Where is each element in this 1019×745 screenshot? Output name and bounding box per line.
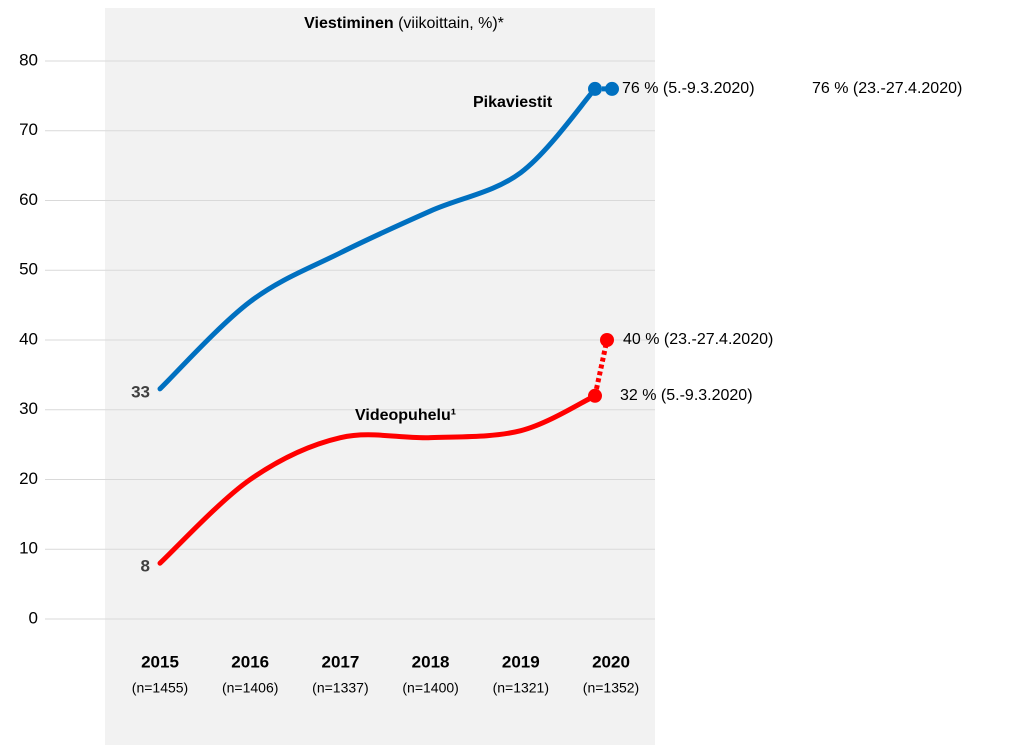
- x-tick-label: 2019: [502, 652, 540, 671]
- y-tick-label: 20: [19, 469, 38, 488]
- value-label: 8: [141, 557, 150, 576]
- y-tick-label: 30: [19, 399, 38, 418]
- x-tick-label: 2015: [141, 652, 179, 671]
- late-point: [600, 333, 614, 347]
- x-tick-label: 2018: [412, 652, 450, 671]
- marks: [157, 81, 619, 566]
- series-name: Pikaviestit: [473, 94, 553, 111]
- point: [588, 388, 602, 403]
- series-line: [157, 393, 598, 566]
- x-tick-note: (n=1406): [222, 680, 278, 696]
- y-tick-label: 50: [19, 260, 38, 279]
- x-tick-note: (n=1400): [402, 680, 458, 696]
- chart-title: Viestiminen (viikoittain, %)*: [304, 15, 504, 32]
- y-tick-label: 80: [19, 50, 38, 69]
- y-tick-label: 0: [29, 608, 38, 627]
- title-main: Viestiminen: [304, 15, 394, 32]
- x-tick-note: (n=1455): [132, 680, 188, 696]
- grid: [45, 60, 655, 620]
- late-label: 40 % (23.-27.4.2020): [623, 331, 773, 348]
- series-line: [157, 86, 598, 392]
- y-tick-label: 40: [19, 329, 38, 348]
- value-label: 76 % (5.-9.3.2020): [622, 80, 755, 97]
- series-name: Videopuhelu¹: [355, 407, 456, 424]
- x-tick-note: (n=1352): [583, 680, 639, 696]
- x-tick-label: 2016: [231, 652, 269, 671]
- y-tick-label: 70: [19, 120, 38, 139]
- late-label: 76 % (23.-27.4.2020): [812, 80, 962, 97]
- point: [588, 81, 602, 96]
- x-tick-note: (n=1337): [312, 680, 368, 696]
- x-tick-label: 2017: [321, 652, 359, 671]
- late-connector: [592, 339, 610, 397]
- value-label: 32 % (5.-9.3.2020): [620, 387, 753, 404]
- value-label: 33: [131, 382, 150, 401]
- y-tick-label: 10: [19, 539, 38, 558]
- y-tick-label: 60: [19, 190, 38, 209]
- x-tick-label: 2020: [592, 652, 630, 671]
- late-point: [605, 81, 619, 96]
- title-note: (viikoittain, %)*: [398, 15, 504, 32]
- x-tick-note: (n=1321): [493, 680, 549, 696]
